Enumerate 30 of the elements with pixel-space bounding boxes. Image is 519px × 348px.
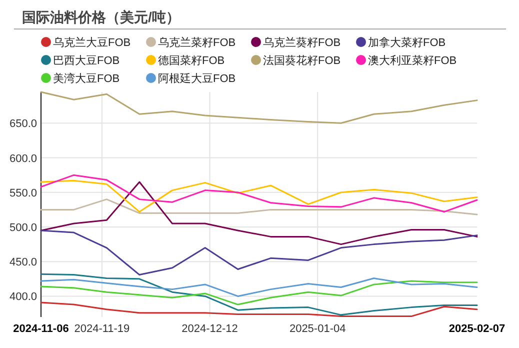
line-series — [40, 302, 478, 318]
y-tick-label: 600.0 — [9, 152, 37, 165]
x-tick-label: 2025-01-04 — [289, 323, 346, 335]
legend-label: 加拿大菜籽FOB — [368, 36, 446, 49]
line-series — [40, 273, 478, 316]
legend-label: 乌克兰菜籽FOB — [158, 36, 236, 49]
line-series — [40, 91, 478, 124]
x-tick-label: 2024-12-12 — [182, 323, 238, 335]
legend-label: 巴西大豆FOB — [53, 54, 120, 67]
legend-label: 澳大利亚菜籽FOB — [368, 54, 457, 67]
y-tick-label: 550.0 — [9, 187, 37, 200]
y-tick-label: 400.0 — [9, 291, 37, 304]
y-tick-label: 650.0 — [9, 118, 37, 130]
legend-label: 阿根廷大豆FOB — [158, 72, 236, 85]
legend-label: 美湾大豆FOB — [53, 72, 120, 85]
legend-label: 乌克兰大豆FOB — [53, 36, 131, 49]
x-tick-label: 2025-02-07 — [448, 323, 506, 335]
line-series — [40, 198, 478, 216]
line-series — [40, 230, 478, 276]
line-series — [40, 181, 478, 246]
y-tick-label: 450.0 — [9, 256, 37, 269]
legend-label: 乌克兰葵籽FOB — [263, 36, 341, 49]
x-tick-label: 2024-11-06 — [13, 323, 69, 335]
y-tick-label: 500.0 — [9, 222, 37, 234]
x-tick-label: 2024-11-19 — [74, 323, 130, 335]
line-series — [40, 280, 478, 306]
chart-title: 国际油料价格（美元/吨） — [22, 9, 180, 25]
legend-label: 法国葵花籽FOB — [263, 54, 341, 67]
legend-label: 德国菜籽FOB — [158, 54, 225, 67]
line-series — [40, 277, 478, 297]
